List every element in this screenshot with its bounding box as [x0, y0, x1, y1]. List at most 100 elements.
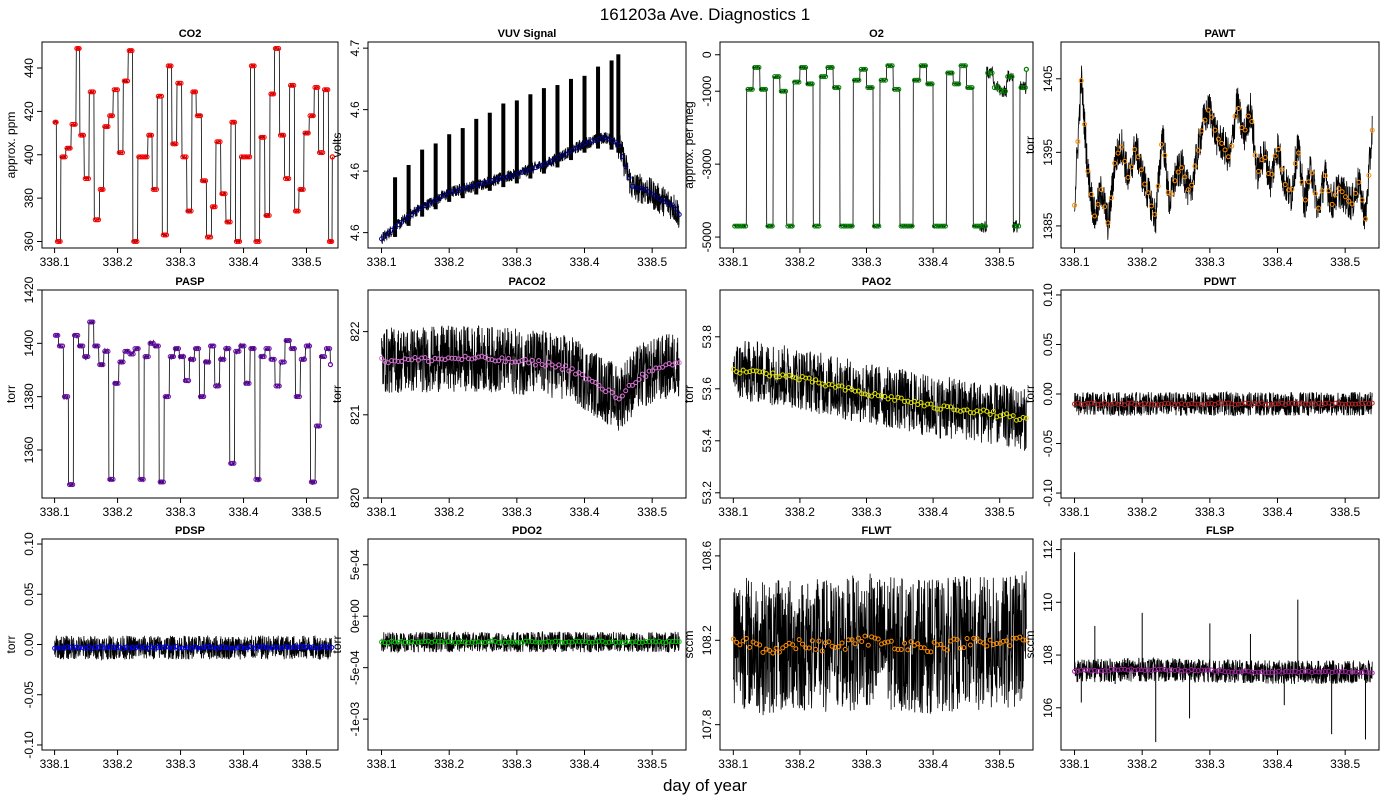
panel-o2-marker [969, 85, 975, 91]
panel-pasp-marker [162, 394, 168, 400]
panel-pawt-marker [1102, 204, 1108, 210]
panel-pawt-marker [1369, 127, 1375, 133]
panel-pdwt-marker [1195, 401, 1201, 407]
panel-paco2-marker [395, 358, 401, 364]
panel-pawt-marker [1269, 171, 1275, 177]
panel-pdo2-ytick-label: -5e-04 [348, 650, 362, 685]
panel-pasp-marker [186, 378, 192, 384]
panel-vuv-signal-spike [406, 164, 411, 226]
panel-flsp-marker [1252, 669, 1258, 675]
panel-co2-marker [97, 186, 103, 192]
panel-pasp-marker [182, 378, 188, 384]
panel-o2-marker [754, 65, 760, 71]
panel-flwt-marker [882, 640, 888, 646]
panel-o2-marker [803, 65, 809, 71]
panel-pdo2-marker [616, 639, 622, 645]
panel-o2-marker [907, 223, 913, 229]
panel-co2-marker [318, 150, 324, 156]
panel-flwt: FLWT sccm 338.1 338.2 338.3 338.4 338.5 107.8 10… [682, 525, 1034, 771]
panel-pdo2-marker [576, 638, 582, 644]
panel-pdsp-marker [139, 645, 145, 651]
panel-pao2-xtick-label: 338.4 [918, 505, 948, 519]
panel-pdsp-marker [223, 645, 229, 651]
panel-pawt-marker [1292, 161, 1298, 167]
panel-vuv-signal-marker [636, 185, 642, 191]
panel-pao2-marker [839, 383, 845, 389]
panel-flsp-ytick-label: 108 [1041, 645, 1055, 665]
panel-flwt-marker [773, 645, 779, 651]
panel-paco2-marker [409, 357, 415, 363]
panel-co2-marker [307, 113, 313, 119]
panel-co2-marker [91, 89, 97, 95]
panel-pao2-marker [882, 393, 888, 399]
panel-flsp-data [1072, 552, 1375, 743]
panel-paco2-marker [512, 359, 518, 365]
panel-flwt-marker [760, 649, 766, 655]
panel-o2-marker [769, 223, 775, 229]
panel-pdsp-marker [251, 645, 257, 651]
panel-paco2-marker [633, 380, 639, 386]
panel-pdsp-marker [291, 644, 297, 650]
panel-co2-marker [315, 85, 321, 91]
panel-co2-marker [248, 63, 254, 69]
panel-flsp-marker [1269, 669, 1275, 675]
panel-pawt-marker [1148, 203, 1154, 209]
panel-flsp-marker [1316, 669, 1322, 675]
panel-co2-marker [173, 141, 179, 147]
panel-pao2-marker [809, 379, 815, 385]
panel-vuv-signal-marker [566, 149, 572, 155]
panel-flsp-marker [1282, 668, 1288, 674]
panel-flwt-marker [921, 645, 927, 651]
panel-pdsp-marker [294, 644, 300, 650]
panel-pasp-xtick-label: 338.1 [40, 505, 70, 519]
panel-pasp-marker [144, 354, 150, 360]
panel-vuv-signal-marker [469, 183, 475, 189]
panel-pasp-marker [90, 319, 96, 325]
panel-pdsp-marker [288, 645, 294, 651]
panel-o2-data [732, 63, 1029, 233]
panel-pawt-marker [1235, 105, 1241, 111]
panel-paco2-marker [486, 356, 492, 362]
panel-co2-marker [137, 154, 143, 160]
panel-pdwt-data [1072, 390, 1375, 417]
panel-pao2-marker [750, 368, 756, 374]
panel-paco2: PACO2 torr 338.1 338.2 338.3 338.4 338.5 820 821… [330, 276, 687, 519]
panel-pdo2-marker [445, 639, 451, 645]
panel-pasp-marker [298, 356, 304, 362]
panel-pao2-marker [806, 375, 812, 381]
panel-pdsp-marker [220, 644, 226, 650]
panel-o2-marker [947, 70, 953, 76]
panel-flwt-title: FLWT [862, 525, 892, 537]
panel-flwt-marker [783, 642, 789, 648]
panel-flwt-marker [967, 642, 973, 648]
panel-pdsp-marker [154, 644, 160, 650]
panel-flwt-marker [836, 644, 842, 650]
panel-paco2-marker [526, 360, 532, 366]
panel-co2-marker [92, 217, 98, 223]
panel-o2-marker [1023, 66, 1029, 72]
panel-paco2-xtick-label: 338.2 [434, 505, 464, 519]
panel-pawt-marker [1225, 154, 1231, 160]
panel-pdwt-marker [1222, 400, 1228, 406]
panel-vuv-signal-marker [639, 186, 645, 192]
panel-o2-marker [781, 88, 787, 94]
panel-o2-marker [916, 77, 922, 83]
panel-o2-marker [922, 63, 928, 69]
panel-pdwt-marker [1155, 402, 1161, 408]
panel-co2-marker [198, 113, 204, 119]
panel-flwt-marker [931, 639, 937, 645]
panel-pdo2-ytick-label: -1e-03 [348, 701, 362, 736]
panel-pasp-marker [271, 356, 277, 362]
panel-vuv-signal: VUV Signal volts 338.1 338.2 338.3 338.4 338.5… [330, 28, 687, 269]
panel-pasp-marker [65, 394, 71, 400]
figure-xlabel: day of year [663, 776, 747, 795]
panel-pasp-marker [256, 476, 262, 482]
panel-co2-marker [76, 46, 82, 52]
panel-co2-marker [177, 80, 183, 86]
panel-paco2-marker [439, 356, 445, 362]
panel-pasp-marker [140, 476, 146, 482]
panel-pawt-marker [1169, 191, 1175, 197]
panel-paco2-marker [466, 356, 472, 362]
panel-pdsp-marker [167, 645, 173, 651]
panel-flsp-marker [1232, 669, 1238, 675]
